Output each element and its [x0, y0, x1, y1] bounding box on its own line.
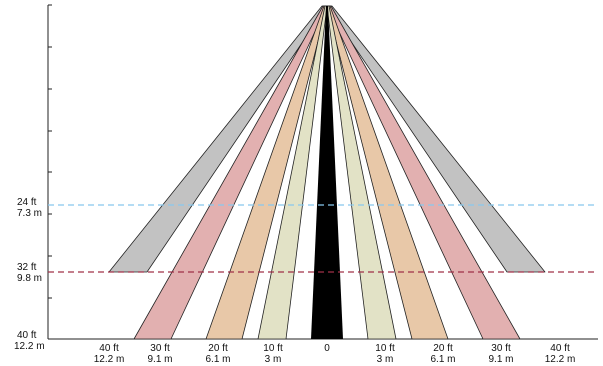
- x-label-right-30-m: 9.1 m: [488, 354, 513, 365]
- x-label-right-20-m: 6.1 m: [430, 354, 455, 365]
- zone-right-20ft: [326, 5, 449, 340]
- y-label-32-ft: 32 ft: [17, 262, 37, 273]
- zone-center: [311, 6, 343, 339]
- zones-10ft: [257, 5, 397, 340]
- x-label-left-40-m: 12.2 m: [94, 354, 125, 365]
- y-label-40-ft: 40 ft: [17, 330, 37, 341]
- x-label-right-40-ft: 40 ft: [550, 343, 570, 354]
- x-label-center: 0: [324, 343, 330, 354]
- x-axis-labels: 40 ft 12.2 m 30 ft 9.1 m 20 ft 6.1 m 10 …: [94, 343, 576, 365]
- x-label-left-40-ft: 40 ft: [99, 343, 119, 354]
- x-label-right-10-m: 3 m: [377, 354, 394, 365]
- x-label-right-10-ft: 10 ft: [375, 343, 395, 354]
- zone-left-10ft: [257, 5, 328, 340]
- x-label-left-10-m: 3 m: [265, 354, 282, 365]
- y-axis-labels: 24 ft 7.3 m 32 ft 9.8 m 40 ft 12.2 m: [14, 197, 45, 352]
- zone-left-20ft: [205, 5, 328, 340]
- zones-30ft: [133, 5, 521, 340]
- y-label-40-m: 12.2 m: [14, 341, 45, 352]
- x-label-left-20-ft: 20 ft: [208, 343, 228, 354]
- zone-right-10ft: [326, 5, 397, 340]
- x-label-right-30-ft: 30 ft: [491, 343, 511, 354]
- y-axis-ticks: [48, 4, 52, 299]
- x-label-left-10-ft: 10 ft: [263, 343, 283, 354]
- y-label-24-m: 7.3 m: [17, 208, 42, 219]
- y-label-24-ft: 24 ft: [17, 197, 37, 208]
- x-label-left-30-m: 9.1 m: [147, 354, 172, 365]
- y-label-32-m: 9.8 m: [17, 273, 42, 284]
- x-label-left-20-m: 6.1 m: [205, 354, 230, 365]
- x-label-right-20-ft: 20 ft: [433, 343, 453, 354]
- x-label-right-40-m: 12.2 m: [545, 354, 576, 365]
- x-label-left-30-ft: 30 ft: [150, 343, 170, 354]
